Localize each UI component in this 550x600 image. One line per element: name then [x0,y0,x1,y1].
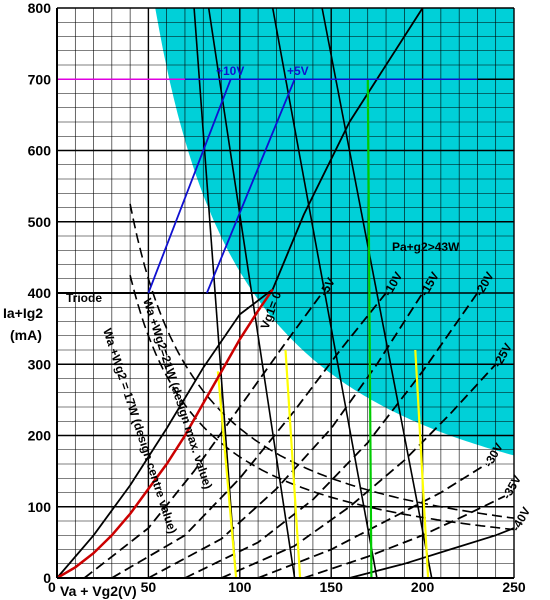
grid-curve-label: -35V [499,473,524,502]
dissipation-label: Pa+g2>43W [392,240,460,254]
ylabel-line-1: Ia+Ig2 [3,305,43,321]
drive-line-5v [206,78,296,294]
y-tick-label: 200 [28,428,52,444]
grid-curve-5v [83,292,323,579]
triode-curve [56,288,274,580]
y-tick-label: 600 [28,143,52,159]
drive-line-10v [147,78,232,294]
y-tick-label: 500 [28,214,52,230]
y-tick-label: 300 [28,356,52,372]
yellow-3-segment [414,349,430,579]
y-tick-label: 100 [28,499,52,515]
grid-curve-30v [257,463,488,579]
grid-curve-20v [184,292,479,579]
steep-load-3 [271,7,378,579]
dissipation-region [155,8,514,456]
steep-load-4 [321,7,433,579]
y-tick-label: 700 [28,71,52,87]
x-tick-label: 100 [228,579,252,595]
ylabel-line-2: (mA) [10,327,42,343]
x-tick-label: 200 [411,579,435,595]
green-1-segment [366,79,373,579]
yellow-1-segment [216,371,238,579]
x-tick-label: 150 [320,579,344,595]
triode-label: Triode [66,291,102,305]
y-tick-label: 400 [28,285,52,301]
axes: 0 100 200 300 400 500 600 700 800 50 100 150 200 250 [28,0,526,595]
y-tick-label: 800 [28,0,52,16]
grid-curve-label: -40V [508,505,533,534]
grid-curve-15v [147,292,424,579]
hyperbola-21w [129,203,515,519]
grid-curve-25v [221,363,497,579]
grid-curve-10v [111,292,387,579]
grid-curve-35v [303,495,506,579]
x-tick-label: 50 [141,579,157,595]
xlabel-zero: 0 [48,579,56,595]
drive-label-plus5: +5V [287,64,309,78]
xlabel-text: Va + Vg2(V) [60,583,137,599]
dissipation-area [155,8,514,456]
y-tick-label: 0 [43,570,51,586]
x-tick-label: 250 [502,579,526,595]
yellow-2-segment [284,349,302,579]
grid-curve-vg10 [56,7,424,579]
drive-label-plus10: +10V [216,64,244,78]
grid-curve-40v [349,527,515,579]
